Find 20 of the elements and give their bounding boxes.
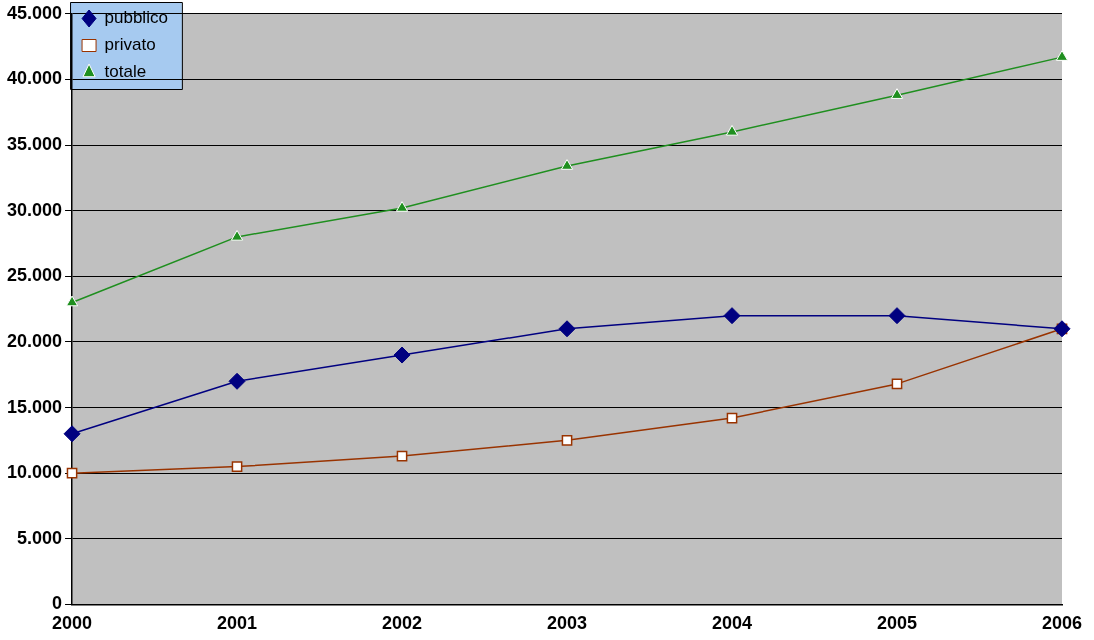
y-tick-label: 40.000 [6, 68, 63, 89]
y-tick-label: 45.000 [6, 2, 63, 23]
legend-label: totale [104, 62, 147, 82]
y-tick-label: 35.000 [6, 134, 63, 155]
x-tick-label: 2000 [52, 613, 93, 634]
x-tick-label: 2006 [1041, 613, 1083, 634]
x-tick-label: 2005 [876, 613, 918, 634]
y-tick-label: 25.000 [6, 265, 63, 286]
x-tick-label: 2001 [217, 613, 258, 634]
y-tick-label: 5.000 [17, 527, 63, 548]
y-tick-label: 30.000 [6, 199, 63, 220]
y-tick-label: 10.000 [6, 462, 63, 483]
x-tick-label: 2003 [547, 613, 588, 634]
y-tick-label: 20.000 [6, 330, 63, 351]
x-tick-label: 2002 [382, 613, 423, 634]
y-tick-label: 15.000 [6, 396, 63, 417]
legend-label: pubblico [104, 8, 168, 28]
y-tick-label: 0 [52, 593, 63, 614]
legend-label: privato [104, 35, 156, 55]
x-tick-label: 2004 [711, 613, 753, 634]
